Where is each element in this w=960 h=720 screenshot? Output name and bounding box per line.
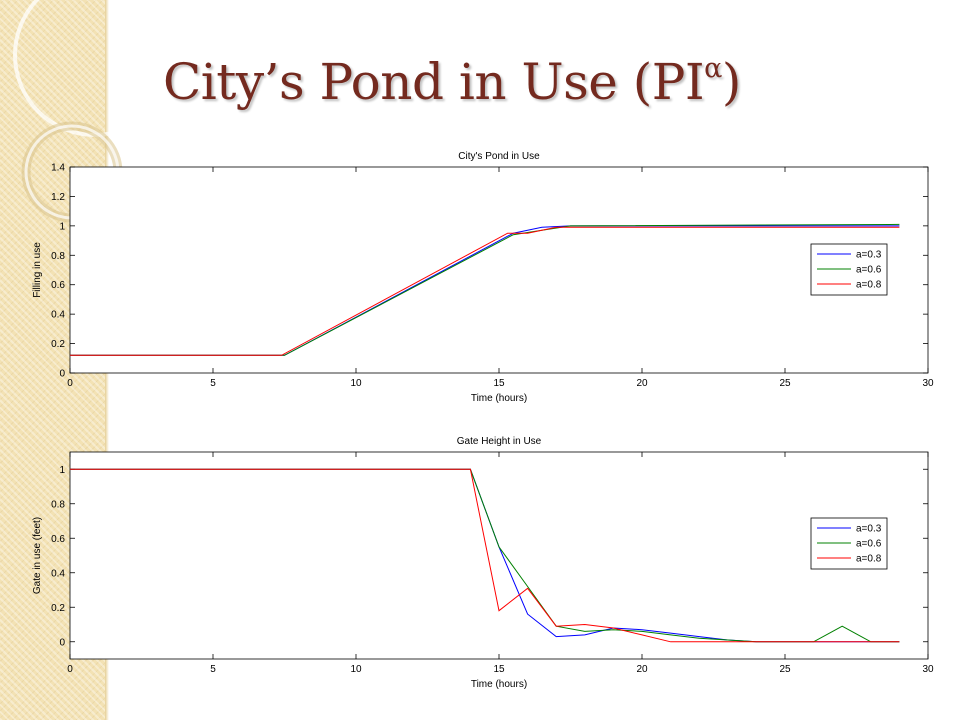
legend-label: a=0.8 [856, 280, 882, 291]
x-tick-label: 25 [779, 664, 791, 675]
y-axis-label: Gate in use (feet) [32, 517, 43, 594]
x-tick-label: 20 [636, 378, 648, 389]
chart-title: Gate Height in Use [457, 436, 542, 447]
x-tick-label: 5 [210, 378, 216, 389]
x-tick-label: 25 [779, 378, 791, 389]
series-line-a08 [70, 226, 900, 356]
y-tick-label: 1.4 [51, 163, 65, 174]
x-tick-label: 5 [210, 664, 216, 675]
y-tick-label: 1 [59, 221, 65, 232]
chart-title: City's Pond in Use [458, 151, 540, 162]
y-tick-label: 0.2 [51, 603, 65, 614]
plot-area [69, 166, 929, 374]
y-tick-label: 0.6 [51, 280, 65, 291]
x-axis-label: Time (hours) [471, 393, 527, 404]
x-tick-label: 15 [493, 664, 505, 675]
x-tick-label: 10 [350, 378, 362, 389]
y-tick-label: 1.2 [51, 192, 65, 203]
y-tick-label: 0.8 [51, 251, 65, 262]
x-tick-label: 0 [67, 664, 73, 675]
slide-title-end: ) [721, 53, 742, 111]
y-axis-label: Filling in use [32, 242, 43, 298]
legend-label: a=0.6 [856, 265, 882, 276]
x-tick-label: 15 [493, 378, 505, 389]
slide-title-main: City’s Pond in Use (PI [163, 53, 705, 111]
x-tick-label: 30 [922, 664, 934, 675]
y-tick-label: 0.8 [51, 499, 65, 510]
x-tick-label: 20 [636, 664, 648, 675]
series-line-a08 [70, 468, 900, 643]
legend-label: a=0.3 [856, 250, 882, 261]
series-line-a06 [70, 468, 900, 643]
y-tick-label: 0.4 [51, 310, 65, 321]
y-tick-label: 0.4 [51, 568, 65, 579]
plot-area [69, 451, 929, 660]
y-tick-label: 0.2 [51, 339, 65, 350]
y-tick-label: 0 [59, 369, 65, 380]
slide-title: City’s Pond in Use (PIα) [163, 55, 741, 107]
chart-gate-height: Gate Height in Use 0 5 10 15 20 25 30 0 0.2 0.4 0.6… [32, 436, 934, 690]
x-tick-label: 0 [67, 378, 73, 389]
y-tick-label: 0 [59, 637, 65, 648]
legend-label: a=0.3 [856, 524, 882, 535]
y-tick-label: 1 [59, 465, 65, 476]
legend-label: a=0.6 [856, 539, 882, 550]
x-axis-label: Time (hours) [471, 679, 527, 690]
y-tick-label: 0.6 [51, 534, 65, 545]
legend-label: a=0.8 [856, 554, 882, 565]
chart-pond-filling: City's Pond in Use 0 5 10 15 20 25 30 0 0.2 0.4 0.6… [32, 151, 934, 404]
slide-title-superscript: α [704, 53, 722, 84]
x-tick-label: 30 [922, 378, 934, 389]
x-tick-label: 10 [350, 664, 362, 675]
